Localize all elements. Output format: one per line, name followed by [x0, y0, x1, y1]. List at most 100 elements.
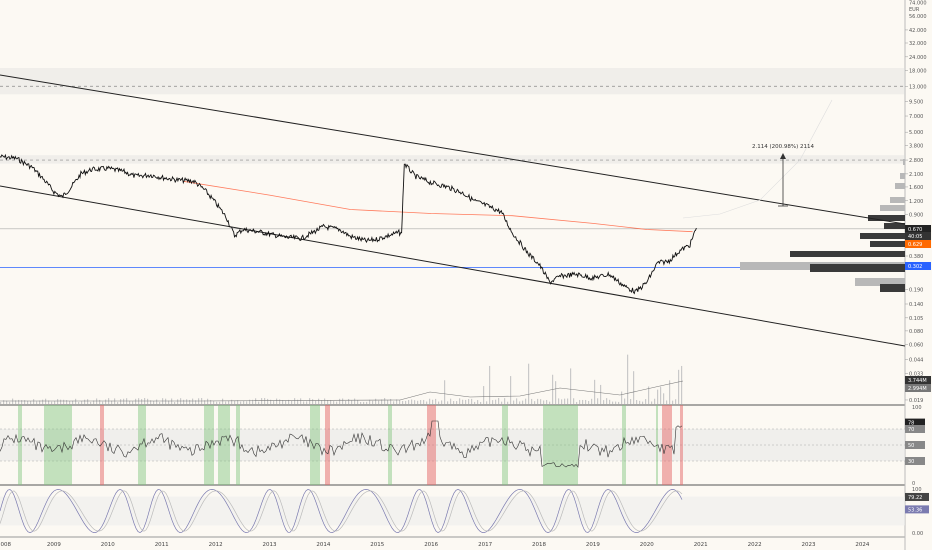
volume-bar	[246, 401, 248, 404]
volume-bar	[57, 399, 59, 404]
stoch-pane[interactable]	[0, 489, 905, 534]
volume-bar	[345, 400, 347, 404]
volume-bar	[627, 354, 629, 404]
stoch-band	[0, 496, 905, 526]
volume-bar	[210, 399, 212, 404]
volume-bar	[654, 398, 656, 404]
volume-bar	[642, 401, 644, 404]
volume-bar	[432, 399, 434, 404]
volume-bar	[186, 399, 188, 404]
volume-bar	[576, 401, 578, 404]
volume-bar	[21, 400, 23, 404]
year-label: 2020	[640, 542, 654, 548]
volume-profile-bar	[903, 159, 905, 165]
volume-bar	[519, 401, 521, 404]
year-label: 2012	[209, 542, 223, 548]
volume-bar	[480, 401, 482, 404]
volume-bar	[303, 401, 305, 404]
zone	[0, 155, 905, 164]
volume-bar	[546, 399, 548, 404]
volume-bar	[447, 401, 449, 404]
volume-bar	[153, 400, 155, 404]
measure-label: 2.114 (200.98%) 2114	[752, 144, 815, 150]
volume-bar	[177, 399, 179, 404]
price-tick-label: 1.600	[909, 185, 923, 191]
volume-bar	[87, 399, 89, 404]
year-label: 2008	[0, 542, 11, 548]
volume-bar	[483, 386, 485, 404]
volume-bar	[534, 401, 536, 404]
volume-bar	[540, 399, 542, 404]
year-label: 2014	[316, 542, 330, 548]
volume-bar	[369, 399, 371, 404]
volume-bar	[54, 401, 56, 404]
time-axis[interactable]: 2008 2009 2010 2011 2012 2013 2014 2015 2016 2017…	[0, 542, 870, 548]
volume-bar	[309, 398, 311, 404]
year-label: 2009	[47, 542, 61, 548]
year-label: 2013	[263, 542, 277, 548]
volume-bar	[606, 398, 608, 404]
price-tick-label: 32.000	[909, 41, 927, 47]
volume-bar	[660, 386, 662, 404]
volume-bar	[324, 398, 326, 404]
rsi-oversold-zone	[18, 405, 22, 485]
rsi-badge-label: 78	[908, 421, 914, 427]
price-tick-label: 1.200	[909, 199, 923, 205]
volume-bar	[459, 398, 461, 404]
volume-bar	[240, 401, 242, 404]
volume-bar	[135, 398, 137, 404]
volume-bar	[0, 401, 2, 404]
price-tick-label: 13.000	[909, 84, 927, 90]
volume-bar	[105, 399, 107, 404]
volume-bar	[306, 401, 308, 404]
volume-bar	[363, 401, 365, 404]
volume-badge	[905, 376, 931, 384]
volume-bar	[417, 400, 419, 404]
volume-bar	[33, 399, 35, 404]
volume-bar	[486, 401, 488, 404]
volume-profile-bar	[870, 241, 905, 247]
rsi-badge	[905, 425, 925, 433]
volume-bar	[132, 401, 134, 404]
volume-bar	[528, 363, 530, 404]
volume-bar	[567, 398, 569, 404]
volume-bar	[318, 398, 320, 404]
stoch-tick-label: 0.00	[912, 531, 923, 537]
volume-bar	[510, 376, 512, 404]
volume-bar	[165, 398, 167, 404]
price-tick-label: 3.800	[909, 143, 923, 149]
rsi-line	[0, 420, 683, 468]
volume-bar	[405, 400, 407, 404]
volume-bar	[15, 400, 17, 404]
volume-bar	[495, 399, 497, 404]
stoch-k	[0, 489, 683, 534]
price-tick-label: 0.033	[909, 371, 923, 377]
price-line	[0, 153, 697, 295]
volume-bar	[537, 398, 539, 404]
rsi-overbought-zone	[680, 405, 683, 485]
measure-tool[interactable]: 2.114 (200.98%) 2114	[752, 144, 815, 207]
volume-bar	[129, 400, 131, 404]
rsi-tick-label: 0	[912, 481, 915, 487]
volume-ma	[0, 380, 684, 402]
volume-bar	[312, 399, 314, 404]
volume-bar	[78, 401, 80, 404]
price-badge-label: 0.670	[908, 227, 922, 233]
volume-profile-bar	[900, 173, 905, 179]
rsi-pane[interactable]	[0, 405, 905, 485]
volume-bar	[294, 398, 296, 404]
rsi-oversold-zone	[502, 405, 508, 485]
volume-bar	[390, 398, 392, 404]
volume-bar	[555, 381, 557, 404]
volume-bar	[120, 399, 122, 404]
volume-bar	[444, 380, 446, 404]
volume-bar	[213, 401, 215, 404]
rsi-oversold-zone	[236, 405, 240, 485]
volume-bar	[255, 398, 257, 404]
volume-pane	[0, 354, 684, 404]
volume-bar	[24, 400, 26, 404]
volume-bar	[168, 400, 170, 404]
rsi-oversold-zone	[218, 405, 230, 485]
price-tick-label: 56.000	[909, 14, 927, 20]
